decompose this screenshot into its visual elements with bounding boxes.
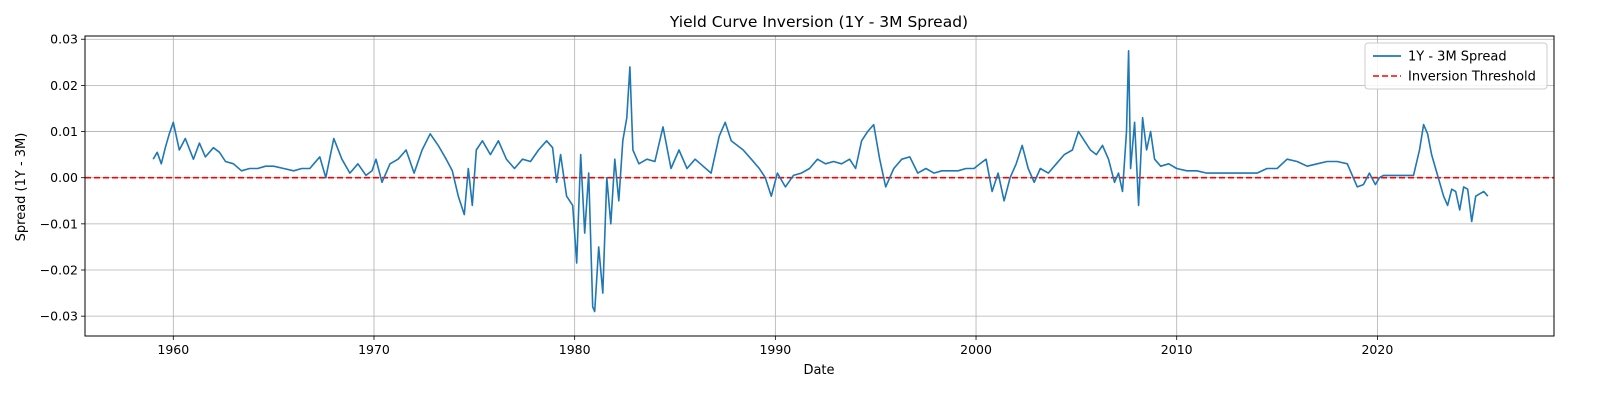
x-tick-label: 1980 [559, 342, 591, 357]
y-tick-label: 0.00 [50, 170, 78, 185]
y-axis-label: Spread (1Y - 3M) [14, 133, 29, 242]
spread-line-layer [152, 49, 1489, 313]
spread-series-line [152, 49, 1489, 313]
legend-threshold-label: Inversion Threshold [1408, 70, 1536, 85]
legend: 1Y - 3M Spread Inversion Threshold [1364, 42, 1548, 90]
plot-frame [84, 35, 1555, 337]
x-axis-label: Date [803, 363, 834, 378]
x-tick-label: 1990 [759, 342, 791, 357]
y-tick-label: 0.02 [50, 78, 78, 93]
y-tick-label: −0.02 [40, 263, 78, 278]
x-tick-label: 2010 [1161, 342, 1193, 357]
chart-title: Yield Curve Inversion (1Y - 3M Spread) [669, 13, 968, 31]
x-tick-label: 1960 [157, 342, 189, 357]
y-tick-label: −0.01 [40, 216, 78, 231]
x-axis-ticks: 1960 1970 1980 1990 2000 2010 2020 [157, 336, 1393, 357]
x-tick-label: 2020 [1361, 342, 1393, 357]
y-tick-label: 0.01 [50, 124, 78, 139]
legend-box [1364, 42, 1548, 90]
y-tick-label: 0.03 [50, 32, 78, 47]
y-axis-ticks: −0.03 −0.02 −0.01 0.00 0.01 0.02 0.03 [40, 32, 85, 324]
x-tick-label: 1970 [358, 342, 390, 357]
x-tick-label: 2000 [960, 342, 992, 357]
y-tick-label: −0.03 [40, 309, 78, 324]
legend-spread-label: 1Y - 3M Spread [1408, 50, 1507, 65]
